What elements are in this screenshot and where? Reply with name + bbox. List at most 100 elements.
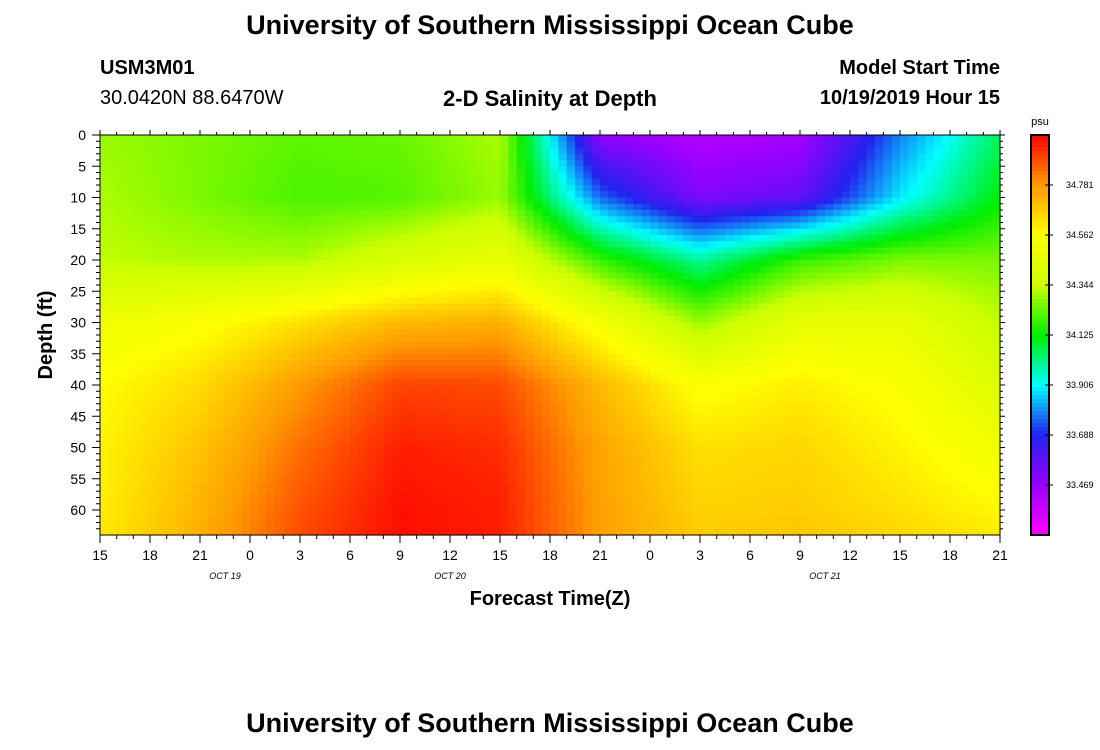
heatmap-cell <box>958 191 968 199</box>
heatmap-cell <box>100 253 109 261</box>
heatmap-cell <box>983 297 993 305</box>
heatmap-cell <box>608 210 618 217</box>
heatmap-cell <box>391 278 401 286</box>
heatmap-cell <box>916 191 926 199</box>
heatmap-cell <box>250 185 259 192</box>
heatmap-cell <box>375 216 384 224</box>
heatmap-cell <box>733 222 743 230</box>
heatmap-cell <box>933 153 943 161</box>
heatmap-cell <box>258 210 268 217</box>
heatmap-cell <box>908 228 918 236</box>
heatmap-cell <box>791 303 801 311</box>
heatmap-cell <box>408 235 418 242</box>
heatmap-cell <box>250 316 259 324</box>
heatmap-cell <box>475 322 484 330</box>
heatmap-cell <box>358 135 368 142</box>
heatmap-cell <box>533 241 543 249</box>
heatmap-cell <box>891 360 901 367</box>
heatmap-cell <box>175 247 184 255</box>
heatmap-cell <box>191 422 201 430</box>
heatmap-cell <box>416 385 426 392</box>
heatmap-cell <box>941 228 951 236</box>
heatmap-cell <box>725 335 734 342</box>
heatmap-cell <box>975 360 984 367</box>
heatmap-cell <box>233 378 243 386</box>
heatmap-cell <box>300 316 309 324</box>
heatmap-cell <box>208 297 218 305</box>
heatmap-cell <box>100 347 109 355</box>
heatmap-cell <box>550 216 559 224</box>
heatmap-cell <box>458 178 468 186</box>
heatmap-cell <box>900 222 909 230</box>
heatmap-cell <box>308 403 318 411</box>
heatmap-cell <box>441 135 451 142</box>
heatmap-cell <box>716 391 726 399</box>
heatmap-cell <box>533 247 543 255</box>
heatmap-cell <box>950 235 959 242</box>
heatmap-cell <box>966 353 976 361</box>
heatmap-cell <box>950 385 959 392</box>
heatmap-cell <box>391 166 401 174</box>
heatmap-cell <box>450 303 459 311</box>
heatmap-cell <box>225 278 234 286</box>
heatmap-cell <box>633 216 643 224</box>
heatmap-cell <box>658 222 668 230</box>
heatmap-cell <box>616 353 626 361</box>
heatmap-cell <box>550 285 559 292</box>
heatmap-cell <box>550 160 559 167</box>
heatmap-cell <box>125 310 134 317</box>
heatmap-cell <box>866 260 876 267</box>
heatmap-cell <box>158 160 168 167</box>
heatmap-cell <box>600 403 609 411</box>
heatmap-cell <box>358 253 368 261</box>
heatmap-cell <box>883 397 893 405</box>
heatmap-cell <box>308 197 318 205</box>
heatmap-cell <box>891 397 901 405</box>
heatmap-cell <box>291 216 301 224</box>
heatmap-cell <box>900 247 909 255</box>
heatmap-cell <box>958 260 968 267</box>
heatmap-cell <box>850 316 859 324</box>
heatmap-cell <box>575 378 584 386</box>
heatmap-cell <box>475 160 484 167</box>
heatmap-cell <box>750 241 759 249</box>
heatmap-cell <box>108 403 118 411</box>
heatmap-cell <box>775 141 784 149</box>
heatmap-cell <box>783 310 793 317</box>
heatmap-cell <box>991 178 1001 186</box>
heatmap-cell <box>475 416 484 424</box>
heatmap-cell <box>966 397 976 405</box>
heatmap-cell <box>300 385 309 392</box>
heatmap-cell <box>833 160 843 167</box>
heatmap-cell <box>950 135 959 142</box>
heatmap-cell <box>383 391 393 399</box>
heatmap-cell <box>366 335 376 342</box>
heatmap-cell <box>516 278 526 286</box>
heatmap-cell <box>950 241 959 249</box>
heatmap-cell <box>341 347 351 355</box>
heatmap-cell <box>150 335 159 342</box>
heatmap-cell <box>750 322 759 330</box>
heatmap-cell <box>983 253 993 261</box>
heatmap-cell <box>300 328 309 336</box>
heatmap-cell <box>816 278 826 286</box>
heatmap-cell <box>183 153 193 161</box>
heatmap-cell <box>708 335 718 342</box>
heatmap-cell <box>933 353 943 361</box>
heatmap-cell <box>200 341 209 349</box>
heatmap-cell <box>475 328 484 336</box>
heatmap-cell <box>175 266 184 274</box>
heatmap-cell <box>433 391 443 399</box>
heatmap-cell <box>525 291 534 299</box>
heatmap-cell <box>683 385 693 392</box>
heatmap-cell <box>975 135 984 142</box>
heatmap-cell <box>925 278 934 286</box>
heatmap-cell <box>725 353 734 361</box>
heatmap-cell <box>275 166 284 174</box>
heatmap-cell <box>791 253 801 261</box>
heatmap-cell <box>600 341 609 349</box>
heatmap-cell <box>133 147 143 155</box>
heatmap-cell <box>516 316 526 324</box>
heatmap-cell <box>850 366 859 374</box>
heatmap-cell <box>866 135 876 142</box>
